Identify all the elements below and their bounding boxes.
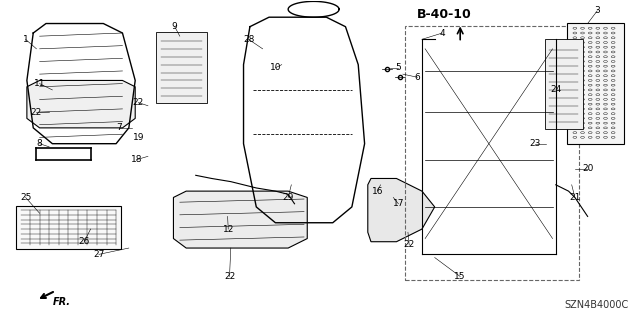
Text: 22: 22	[132, 98, 144, 107]
Text: B-40-10: B-40-10	[417, 8, 472, 20]
Text: 22: 22	[404, 241, 415, 249]
Text: 7: 7	[116, 123, 122, 132]
Text: 11: 11	[34, 79, 45, 88]
Text: SZN4B4000C: SZN4B4000C	[565, 300, 629, 310]
Polygon shape	[27, 80, 135, 128]
Text: 29: 29	[282, 193, 294, 202]
Text: 8: 8	[36, 139, 42, 148]
Text: 6: 6	[415, 73, 420, 82]
Text: 16: 16	[372, 187, 383, 196]
Text: 4: 4	[440, 28, 445, 38]
Text: 22: 22	[31, 108, 42, 116]
Text: 18: 18	[131, 155, 143, 164]
Text: 19: 19	[132, 133, 144, 142]
Text: 26: 26	[79, 237, 90, 246]
Text: 5: 5	[396, 63, 401, 72]
Text: 17: 17	[392, 199, 404, 208]
Text: 9: 9	[172, 22, 177, 31]
Text: 15: 15	[454, 272, 466, 281]
Text: 23: 23	[530, 139, 541, 148]
Text: 28: 28	[243, 35, 254, 44]
Text: 20: 20	[582, 165, 593, 174]
FancyBboxPatch shape	[567, 23, 624, 144]
FancyBboxPatch shape	[545, 39, 582, 129]
Text: 10: 10	[269, 63, 281, 72]
Text: 3: 3	[595, 6, 600, 15]
Text: 27: 27	[93, 250, 104, 259]
Polygon shape	[173, 191, 307, 248]
Text: 1: 1	[23, 35, 28, 44]
Text: 21: 21	[569, 193, 580, 202]
Text: 24: 24	[550, 85, 561, 94]
FancyBboxPatch shape	[156, 33, 207, 103]
Text: FR.: FR.	[52, 297, 70, 307]
Polygon shape	[368, 178, 435, 242]
Text: 22: 22	[224, 272, 235, 281]
Text: 25: 25	[20, 193, 31, 202]
Text: 12: 12	[223, 225, 234, 234]
FancyBboxPatch shape	[16, 206, 120, 249]
